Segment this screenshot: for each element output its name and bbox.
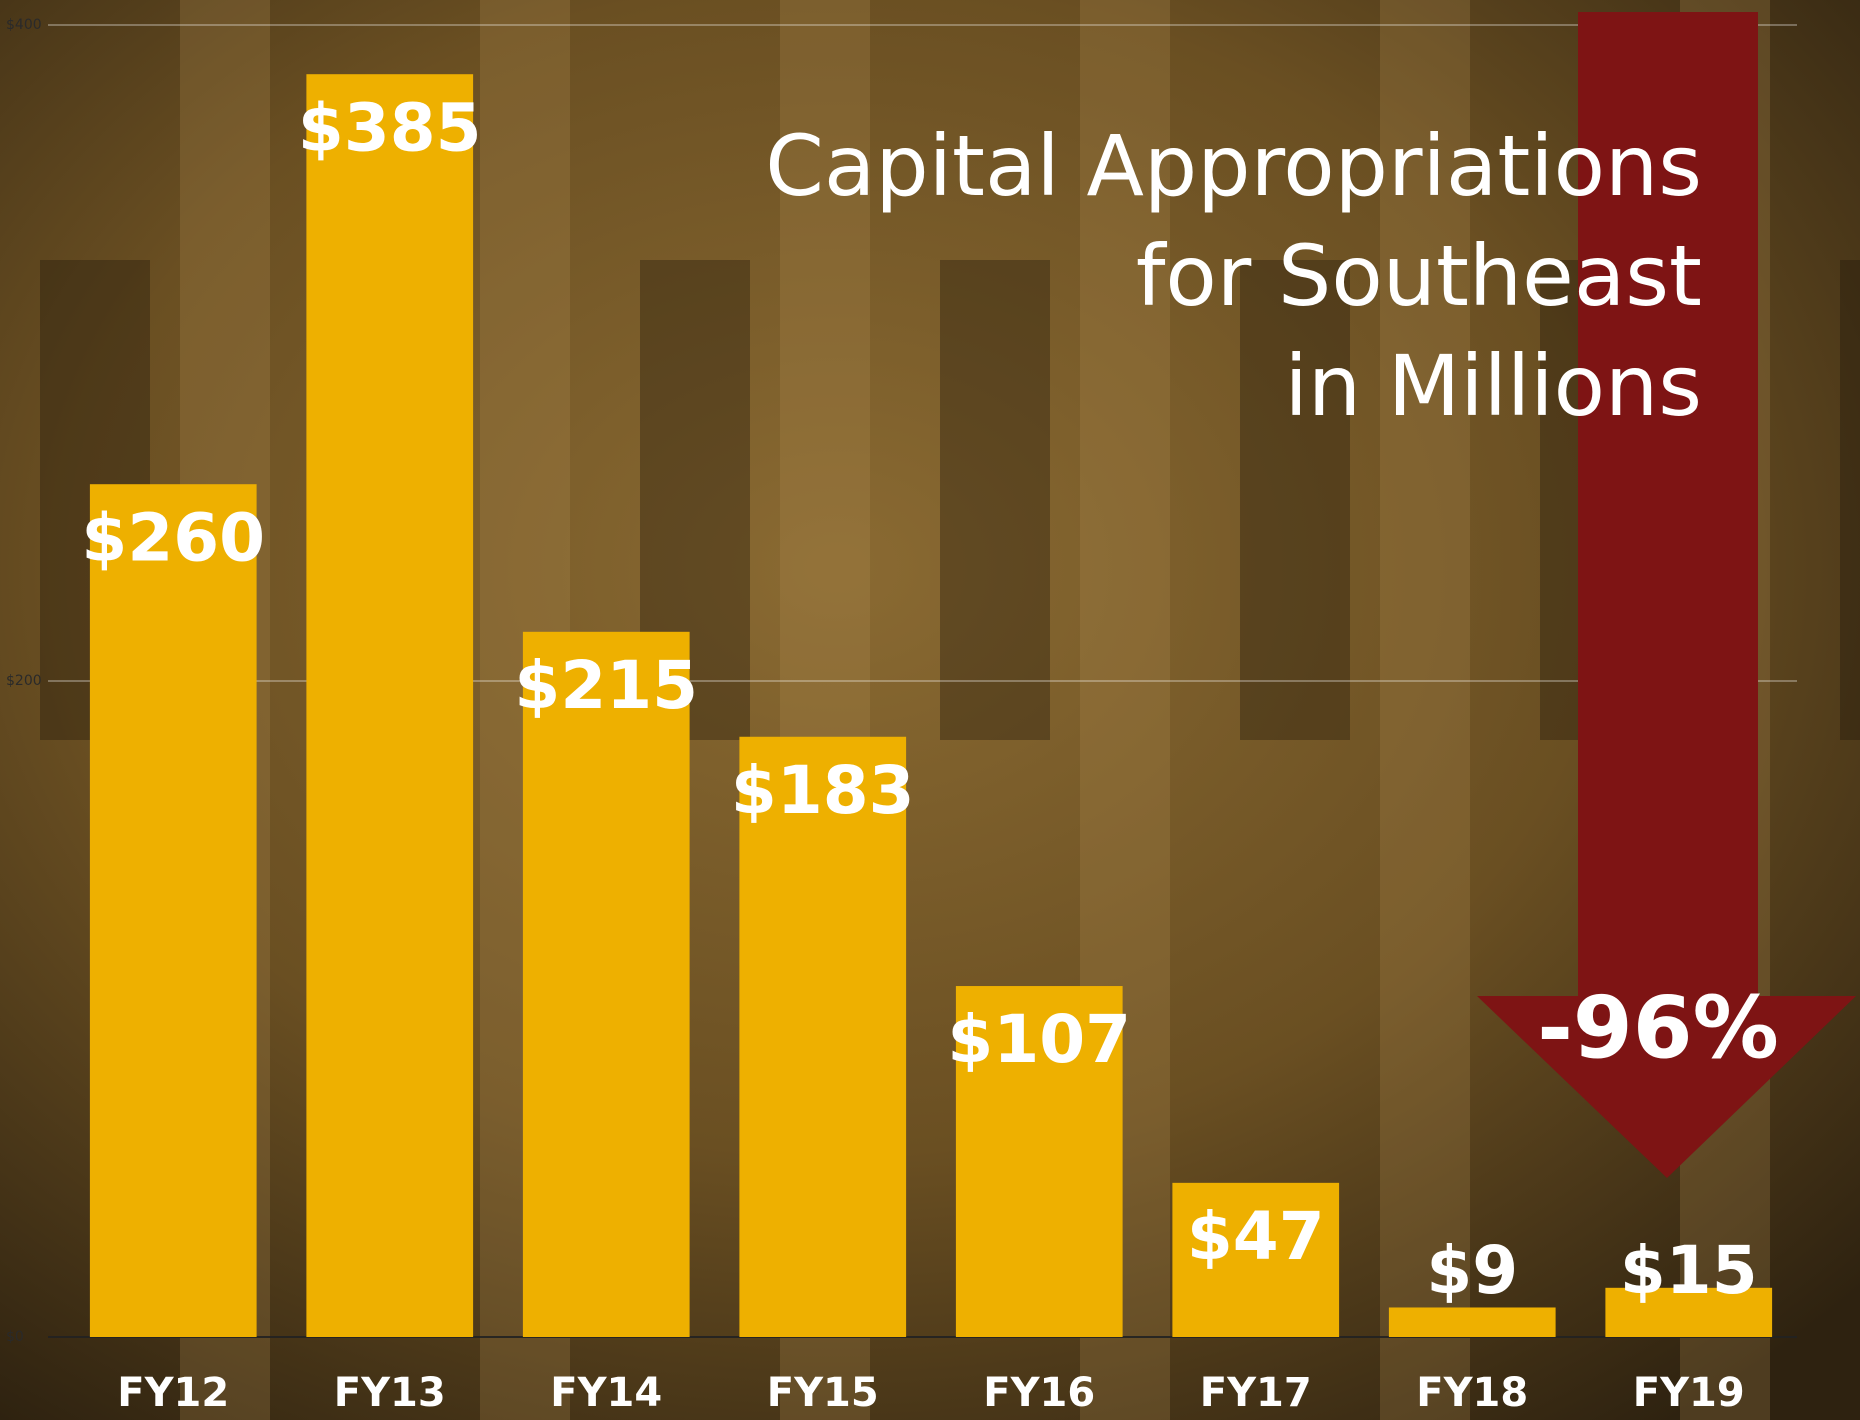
bar [522, 631, 690, 1337]
annotation: -96% [1537, 978, 1779, 1078]
value-label: $215 [514, 647, 698, 724]
bar [1605, 1287, 1773, 1337]
bar [1172, 1182, 1340, 1337]
value-label: $15 [1620, 1232, 1758, 1309]
x-tick-label: FY17 [1200, 1370, 1312, 1416]
chart-title: Capital Appropriations [765, 117, 1702, 215]
value-label: $9 [1426, 1232, 1518, 1309]
x-tick-label: FY18 [1416, 1370, 1528, 1416]
bar [955, 986, 1123, 1337]
y-tick-label: $200 [6, 673, 42, 689]
decline-arrow [1477, 12, 1856, 1178]
x-tick-label: FY16 [983, 1370, 1095, 1416]
bar [1388, 1307, 1556, 1337]
x-tick-label: FY15 [767, 1370, 879, 1416]
x-tick-label: FY12 [117, 1370, 229, 1416]
value-label: $260 [81, 499, 265, 576]
y-tick-label: $400 [6, 17, 42, 33]
x-tick-label: FY14 [550, 1370, 662, 1416]
chart-title: for Southeast [1136, 227, 1702, 325]
bar [306, 74, 474, 1338]
bar [89, 484, 257, 1337]
chart-title: in Millions [1285, 337, 1703, 435]
value-label: $183 [731, 752, 915, 829]
value-label: $47 [1187, 1198, 1325, 1275]
y-tick-label: $0 [6, 1329, 24, 1345]
x-tick-label: FY19 [1633, 1370, 1745, 1416]
value-label: $385 [298, 89, 482, 166]
bar [739, 736, 907, 1337]
value-label: $107 [947, 1001, 1131, 1078]
x-tick-label: FY13 [334, 1370, 446, 1416]
